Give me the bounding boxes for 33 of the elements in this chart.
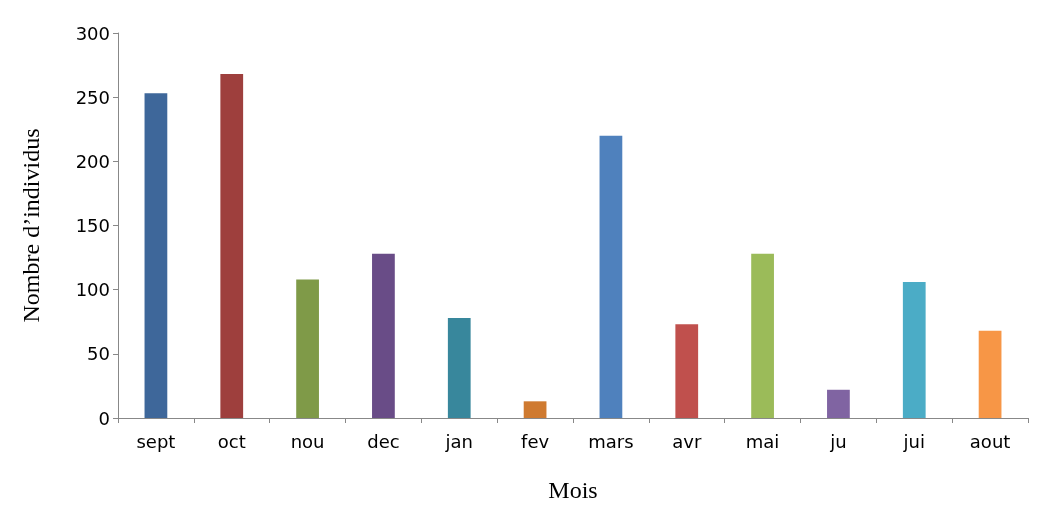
bar [599,135,623,418]
bar [220,74,244,418]
y-tick-label: 100 [75,279,110,301]
x-tick-label: mai [745,430,780,452]
x-tick-label: jan [444,430,473,452]
bar [827,389,850,418]
x-tick-label: oct [217,430,246,452]
y-tick-label: 250 [75,86,110,108]
y-tick-label: 150 [75,215,110,236]
bar [902,281,926,418]
y-axis-title: Nombre d’individus [18,128,44,323]
x-tick-label: dec [367,430,400,452]
bar [978,330,1002,418]
bar [296,279,319,418]
x-axis-title: Mois [548,477,598,503]
y-tick-label: 50 [87,343,110,365]
x-tick-label: jui [902,430,925,452]
x-tick-label: mars [588,430,634,452]
bar [447,317,471,418]
x-tick-label: fev [521,430,550,452]
y-tick-label: 200 [75,150,110,172]
x-tick-label: avr [672,430,702,452]
bar [144,93,168,418]
bar [675,324,699,418]
bar [372,253,395,418]
bar [523,401,547,418]
bar [751,253,774,418]
y-tick-label: 0 [98,407,110,429]
x-tick-label: nou [290,430,325,452]
y-tick-label: 300 [75,22,110,44]
x-tick-label: aout [969,430,1011,452]
x-tick-label: sept [136,430,176,452]
x-tick-label: ju [829,430,847,452]
